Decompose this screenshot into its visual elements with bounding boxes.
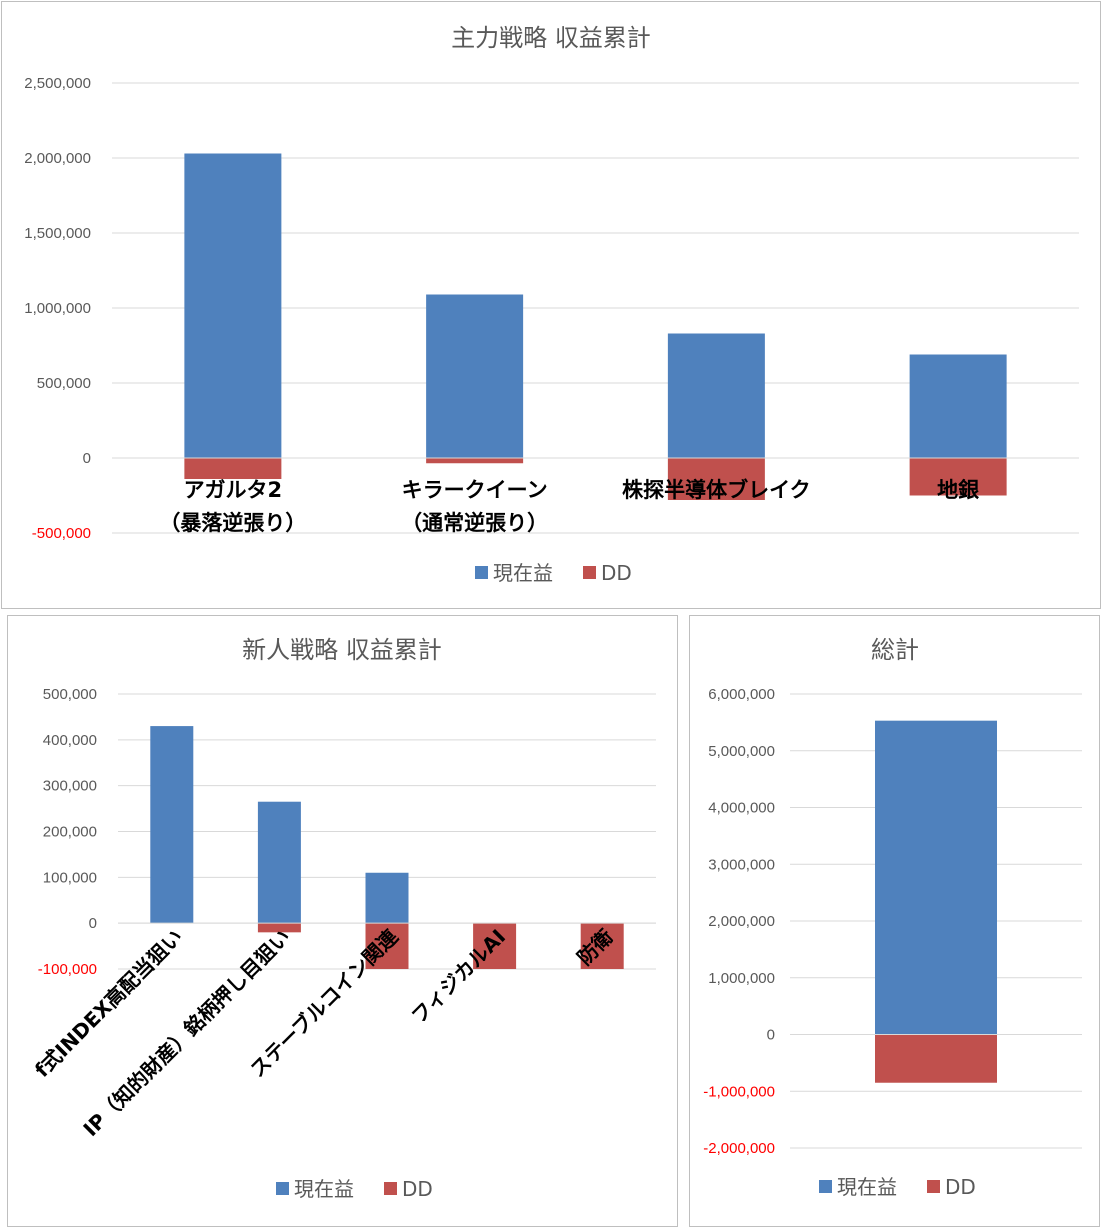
y-tick-label: -500,000 [32,525,91,542]
y-tick-label: 0 [767,1027,775,1044]
category-label: （暴落逆張り） [159,511,306,535]
y-tick-label: 500,000 [37,375,91,392]
y-tick-label: 1,000,000 [24,300,91,317]
dd-bar [257,923,301,933]
y-tick-label: 500,000 [43,686,97,703]
dd-bar [426,458,524,464]
profit-bar [909,354,1007,458]
category-label: IP（知的財産）銘柄押し目狙い [78,925,294,1141]
legend-swatch-dd [927,1180,940,1193]
y-tick-label: 3,000,000 [708,856,775,873]
y-tick-label: 4,000,000 [708,800,775,817]
legend-swatch-dd [583,566,596,579]
y-tick-label: 400,000 [43,732,97,749]
dd-bar [909,458,1007,496]
y-tick-label: 6,000,000 [708,686,775,703]
legend-swatch-profit [475,566,488,579]
legend: 現在益 DD [276,1177,433,1201]
category-label: （通常逆張り） [401,511,548,535]
total-chart-panel: 総計 6,000,000 5,000,000 4,000,000 3,000,000 2,… [689,615,1100,1227]
profit-bar [184,153,282,458]
legend-label-dd: DD [601,561,632,585]
legend-label-profit: 現在益 [493,561,553,585]
profit-bar [426,294,524,458]
category-label: 株探半導体ブレイク [622,478,811,502]
dd-bar [875,1034,997,1083]
profit-bar [875,720,997,1035]
dd-bar [473,923,517,969]
legend: 現在益 DD [475,561,632,585]
y-tick-label: 200,000 [43,824,97,841]
y-tick-label: -2,000,000 [703,1140,775,1157]
y-tick-label: -100,000 [38,961,97,978]
profit-bar [365,872,409,924]
legend-swatch-dd [384,1182,397,1195]
legend-swatch-profit [819,1180,832,1193]
y-tick-label: 0 [83,450,91,467]
y-tick-label: 1,500,000 [24,225,91,242]
y-tick-label: 2,000,000 [708,913,775,930]
chart-title: 総計 [871,636,919,664]
legend-label-profit: 現在益 [294,1177,354,1201]
category-label: アガルタ2 [184,478,283,502]
legend-label-dd: DD [945,1175,976,1199]
legend-swatch-profit [276,1182,289,1195]
total-chart: 総計 6,000,000 5,000,000 4,000,000 3,000,000 2,… [703,636,1082,1199]
chart-title: 主力戦略 収益累計 [451,24,651,52]
new-strategy-chart-panel: 新人戦略 収益累計 500,000 400,000 300,000 200,000 100… [7,615,678,1227]
dd-bar [580,923,624,969]
y-tick-label: 2,500,000 [24,75,91,92]
chart-title: 新人戦略 収益累計 [242,636,442,664]
profit-bar [667,333,765,458]
main-strategy-chart: 主力戦略 収益累計 2,500,000 2,000,000 1,500,000 1,00… [24,24,1079,585]
profit-bar [150,726,194,924]
dd-bar [365,923,409,969]
new-strategy-chart: 新人戦略 収益累計 500,000 400,000 300,000 200,000 100… [30,636,656,1201]
profit-bar [257,801,301,924]
legend-label-profit: 現在益 [837,1175,897,1199]
legend: 現在益 DD [819,1175,976,1199]
y-tick-label: 1,000,000 [708,970,775,987]
category-label: 地銀 [937,478,979,502]
y-tick-label: 2,000,000 [24,150,91,167]
dd-bar [667,458,765,500]
legend-label-dd: DD [402,1177,433,1201]
y-tick-label: -1,000,000 [703,1083,775,1100]
y-tick-label: 5,000,000 [708,743,775,760]
dd-bar [184,458,282,479]
main-strategy-chart-panel: 主力戦略 収益累計 2,500,000 2,000,000 1,500,000 1,00… [1,1,1101,609]
category-label: キラークイーン [402,478,548,502]
y-tick-label: 0 [89,915,97,932]
category-label: フィジカルAI [407,925,511,1029]
y-tick-label: 100,000 [43,869,97,886]
y-tick-label: 300,000 [43,778,97,795]
